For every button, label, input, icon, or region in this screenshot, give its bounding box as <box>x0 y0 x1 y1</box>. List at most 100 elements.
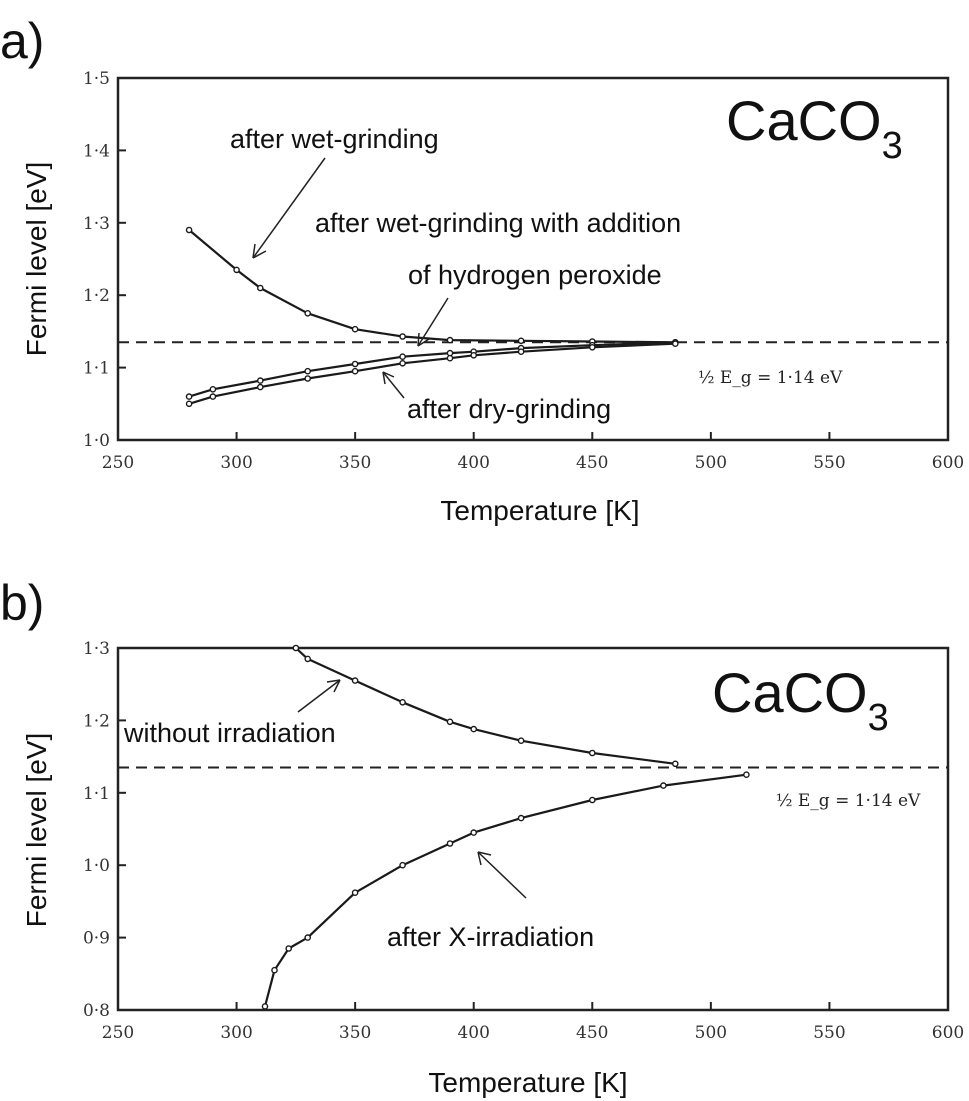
b-data-point <box>517 814 525 822</box>
a-data-point <box>351 325 359 333</box>
panel-b-y-axis-title: Fermi level [eV] <box>21 733 52 928</box>
b-y-tick-label: 0·9 <box>83 929 110 949</box>
arrow-x-irradiation <box>477 851 527 899</box>
arrow-peroxide <box>417 297 449 347</box>
b-data-point <box>446 718 454 726</box>
b-data-point <box>660 782 667 789</box>
annotation-without-irradiation: without irradiation <box>123 718 336 748</box>
b-data-point <box>292 644 300 652</box>
panel-b-series <box>261 644 750 1010</box>
a-data-point <box>672 340 679 348</box>
a-data-point <box>446 336 454 344</box>
panel-a-series <box>185 226 679 408</box>
a-data-point <box>399 353 406 361</box>
b-x-tick-label: 450 <box>576 1023 608 1043</box>
b-data-point <box>261 1003 269 1010</box>
panel-b: b) 0·8 0·9 1·0 1·1 1·2 1·3 250 300 350 400 450 500… <box>0 575 964 1098</box>
b-data-point <box>446 840 454 847</box>
b-data-point <box>589 796 596 804</box>
panel-a-x-ticks: 250 300 350 400 450 500 550 600 <box>102 432 964 473</box>
a-y-tick-label: 1·1 <box>83 359 110 379</box>
b-series-line-0 <box>295 647 676 765</box>
b-x-tick-label: 350 <box>339 1023 371 1043</box>
a-data-point <box>304 367 312 375</box>
a-data-point <box>256 377 264 384</box>
b-data-point <box>399 861 406 869</box>
annotation-x-irradiation: after X-irradiation <box>387 922 594 952</box>
a-x-tick-label: 300 <box>220 453 252 473</box>
arrow-without-irradiation <box>297 679 341 713</box>
b-data-point <box>304 934 312 941</box>
b-data-point <box>589 749 596 757</box>
a-data-point <box>589 343 596 351</box>
arrowhead-peroxide <box>417 332 430 347</box>
a-x-tick-label: 400 <box>457 453 489 473</box>
annotation-wet-grinding: after wet-grinding <box>230 124 439 154</box>
b-y-tick-label: 1·2 <box>83 711 110 731</box>
b-data-point <box>517 737 525 745</box>
b-series-line-1 <box>263 773 747 1007</box>
a-data-point <box>517 337 525 345</box>
b-y-tick-label: 1·1 <box>83 784 110 804</box>
a-data-point <box>185 400 193 408</box>
panel-b-x-axis-title: Temperature [K] <box>428 1067 627 1098</box>
a-data-point <box>446 354 454 362</box>
a-y-tick-label: 1·3 <box>83 214 110 234</box>
a-data-point <box>185 393 193 400</box>
b-data-point <box>470 725 478 733</box>
a-x-tick-label: 250 <box>102 453 134 473</box>
arrowhead-dry-grinding <box>382 371 395 385</box>
a-data-point <box>256 284 264 292</box>
arrowhead-without-irradiation <box>326 679 341 693</box>
b-data-point <box>271 966 278 974</box>
a-data-point <box>470 351 478 359</box>
b-data-point <box>351 889 359 897</box>
panel-a-y-ticks: 1·0 1·1 1·2 1·3 1·4 1·5 <box>83 69 126 451</box>
b-data-point <box>285 945 293 952</box>
panel-b-x-ticks: 250 300 350 400 450 500 550 600 <box>102 1002 964 1043</box>
a-y-tick-label: 1·5 <box>83 69 110 89</box>
a-y-tick-label: 1·4 <box>83 141 110 161</box>
a-x-tick-label: 550 <box>813 453 845 473</box>
arrow-wet-grinding <box>252 157 326 259</box>
annotation-dry-grinding: after dry-grinding <box>407 394 611 424</box>
b-y-tick-label: 1·0 <box>83 856 110 876</box>
arrowhead-wet-grinding <box>252 243 267 259</box>
a-data-point <box>399 359 406 367</box>
panel-a: a) 1·0 1·1 1·2 1·3 1·4 1·5 250 300 350 400 450 500… <box>0 13 964 526</box>
a-x-tick-label: 600 <box>932 453 964 473</box>
panel-a-frame <box>116 76 950 442</box>
a-y-tick-label: 1·2 <box>83 286 110 306</box>
b-x-tick-label: 600 <box>932 1023 964 1043</box>
a-series-line-0 <box>188 229 676 344</box>
a-data-point <box>399 333 406 340</box>
a-data-point <box>233 266 240 274</box>
b-x-tick-label: 500 <box>695 1023 727 1043</box>
a-data-point <box>517 348 525 356</box>
panel-a-letter: a) <box>0 13 44 69</box>
a-data-point <box>209 385 217 393</box>
panel-b-bandgap-label: ½ E_g = 1·14 eV <box>776 791 921 811</box>
panel-b-letter: b) <box>0 575 44 631</box>
b-data-point <box>743 771 750 779</box>
b-y-tick-label: 0·8 <box>83 1001 110 1021</box>
b-data-point <box>672 760 679 768</box>
panel-b-y-ticks: 0·8 0·9 1·0 1·1 1·2 1·3 <box>83 639 126 1021</box>
b-x-tick-label: 300 <box>220 1023 252 1043</box>
b-x-tick-label: 400 <box>457 1023 489 1043</box>
a-y-tick-label: 1·0 <box>83 431 110 451</box>
b-x-tick-label: 550 <box>813 1023 845 1043</box>
panel-b-frame <box>116 646 950 1012</box>
b-data-point <box>304 655 312 663</box>
a-data-point <box>304 309 312 317</box>
arrowhead-x-irradiation <box>477 851 492 866</box>
a-data-point <box>185 226 193 234</box>
b-data-point <box>470 829 478 836</box>
panel-a-bandgap-label: ½ E_g = 1·14 eV <box>698 368 843 388</box>
a-x-tick-label: 450 <box>576 453 608 473</box>
panel-a-x-axis-title: Temperature [K] <box>440 495 639 526</box>
a-data-point <box>209 393 217 400</box>
panel-a-y-axis-title: Fermi level [eV] <box>21 162 52 357</box>
b-data-point <box>351 677 359 684</box>
